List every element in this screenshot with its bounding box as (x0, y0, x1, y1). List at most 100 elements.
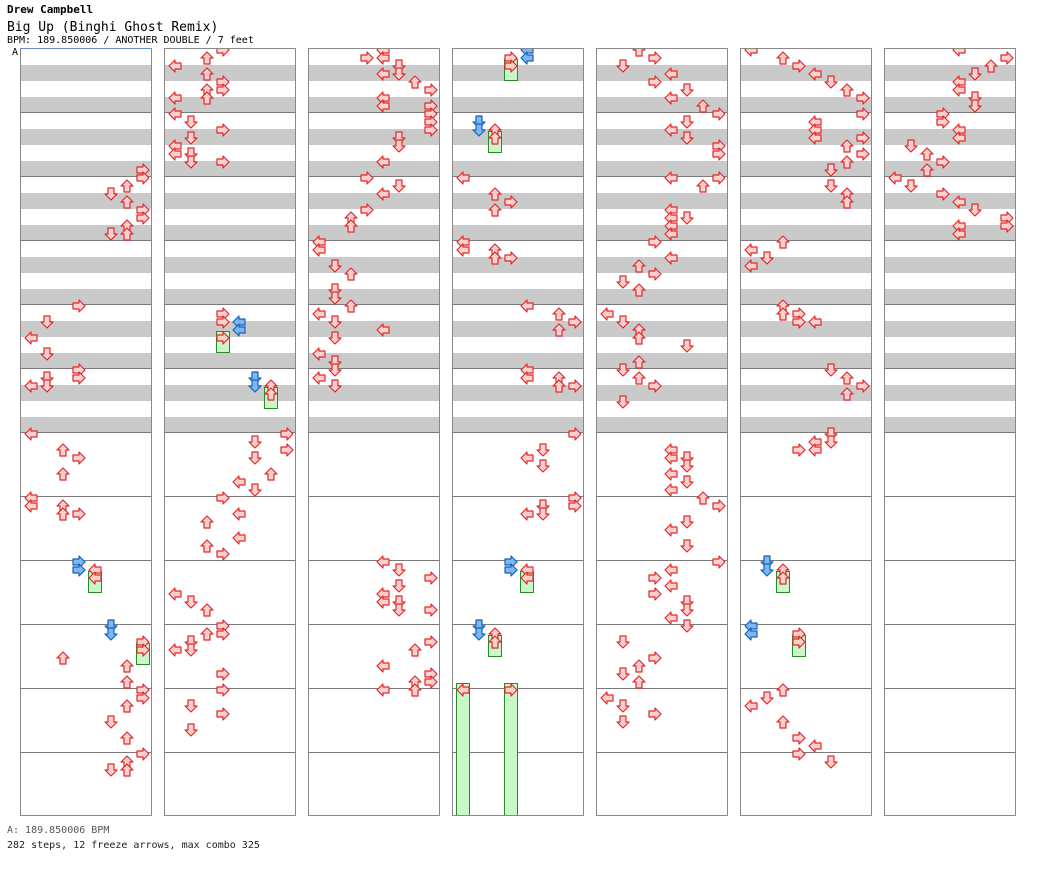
measure-line (165, 240, 295, 241)
measure-line (597, 176, 727, 177)
beat-band (597, 161, 727, 177)
right-arrow-icon (216, 546, 230, 561)
left-arrow-icon (312, 242, 326, 257)
up-arrow-icon (776, 234, 790, 249)
right-arrow-icon (1000, 218, 1014, 233)
measure-line (165, 432, 295, 433)
beat-band (453, 417, 583, 433)
up-arrow-icon (488, 202, 502, 217)
blue-right-arrow-icon (72, 562, 86, 577)
left-arrow-icon (376, 682, 390, 697)
left-arrow-icon (600, 690, 614, 705)
chart-column-6 (740, 48, 872, 816)
right-arrow-icon (136, 746, 150, 761)
beat-band (21, 289, 151, 305)
right-arrow-icon (648, 570, 662, 585)
chart-column-3 (308, 48, 440, 816)
left-arrow-icon (808, 314, 822, 329)
beat-band (21, 97, 151, 113)
right-arrow-icon (424, 634, 438, 649)
down-arrow-icon (616, 394, 630, 409)
up-arrow-icon (408, 642, 422, 657)
beat-band (309, 97, 439, 113)
up-arrow-icon (632, 282, 646, 297)
beat-band (309, 129, 439, 145)
left-arrow-icon (808, 66, 822, 81)
left-arrow-icon (664, 226, 678, 241)
down-arrow-icon (104, 226, 118, 241)
down-arrow-icon (824, 178, 838, 193)
measure-line (885, 688, 1015, 689)
beat-band (309, 225, 439, 241)
up-arrow-icon (984, 58, 998, 73)
measure-line (309, 688, 439, 689)
measure-line (597, 496, 727, 497)
down-arrow-icon (616, 634, 630, 649)
bpm-marker-line (20, 48, 152, 49)
up-arrow-icon (200, 602, 214, 617)
up-arrow-icon (120, 762, 134, 777)
up-arrow-icon (632, 330, 646, 345)
right-arrow-icon (216, 82, 230, 97)
right-arrow-icon (360, 170, 374, 185)
up-arrow-icon (56, 506, 70, 521)
up-arrow-icon (696, 490, 710, 505)
left-arrow-icon (888, 170, 902, 185)
beat-band (885, 225, 1015, 241)
measure-line (453, 112, 583, 113)
measure-line (741, 624, 871, 625)
left-arrow-icon (664, 522, 678, 537)
beat-band (21, 225, 151, 241)
down-arrow-icon (40, 314, 54, 329)
right-arrow-icon (216, 49, 230, 57)
down-arrow-icon (680, 618, 694, 633)
measure-line (165, 496, 295, 497)
measure-line (165, 624, 295, 625)
measure-line (597, 752, 727, 753)
measure-line (165, 112, 295, 113)
beat-band (309, 417, 439, 433)
beat-band (741, 225, 871, 241)
freeze-arrow (504, 683, 518, 815)
step-stats: 282 steps, 12 freeze arrows, max combo 3… (7, 840, 260, 851)
right-arrow-icon (136, 690, 150, 705)
down-arrow-icon (680, 538, 694, 553)
chart-info: BPM: 189.850006 / ANOTHER DOUBLE / 7 fee… (7, 35, 254, 46)
measure-line (21, 432, 151, 433)
down-arrow-icon (680, 130, 694, 145)
right-arrow-icon (216, 682, 230, 697)
up-arrow-icon (776, 714, 790, 729)
down-arrow-icon (680, 114, 694, 129)
blue-left-arrow-icon (744, 626, 758, 641)
left-arrow-icon (952, 82, 966, 97)
measure-line (597, 304, 727, 305)
left-arrow-icon (376, 98, 390, 113)
down-arrow-icon (536, 442, 550, 457)
down-arrow-icon (616, 714, 630, 729)
beat-band (21, 257, 151, 273)
up-arrow-icon (200, 514, 214, 529)
down-arrow-icon (104, 186, 118, 201)
left-arrow-icon (456, 242, 470, 257)
left-arrow-icon (952, 194, 966, 209)
right-arrow-icon (648, 50, 662, 65)
measure-line (597, 624, 727, 625)
measure-line (21, 304, 151, 305)
beat-band (597, 193, 727, 209)
beat-band (453, 321, 583, 337)
measure-line (885, 752, 1015, 753)
right-arrow-icon (712, 554, 726, 569)
right-arrow-icon (568, 498, 582, 513)
chart-column-5 (596, 48, 728, 816)
measure-line (309, 368, 439, 369)
blue-down-arrow-icon (248, 378, 262, 393)
measure-line (885, 560, 1015, 561)
down-arrow-icon (328, 330, 342, 345)
right-arrow-icon (216, 706, 230, 721)
blue-left-arrow-icon (232, 322, 246, 337)
measure-line (165, 368, 295, 369)
left-arrow-icon (664, 170, 678, 185)
left-arrow-icon (520, 570, 534, 585)
measure-line (309, 112, 439, 113)
measure-line (309, 240, 439, 241)
